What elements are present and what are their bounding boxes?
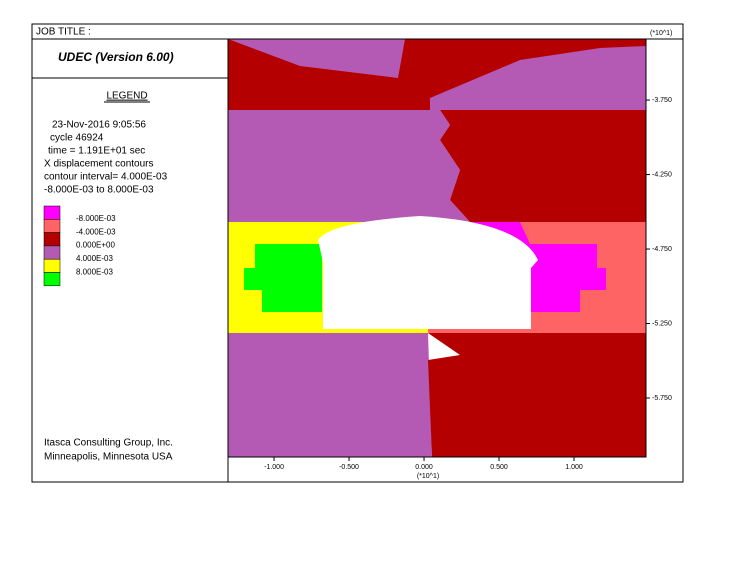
contour-region <box>228 110 470 222</box>
opening <box>318 216 538 329</box>
info: 23-Nov-2016 9:05:56 <box>52 120 146 131</box>
x-tick-label: 1.000 <box>565 464 583 471</box>
legend-label: -4.000E-03 <box>76 227 116 236</box>
info: time = 1.191E+01 sec <box>48 146 145 157</box>
x-tick-label: 0.500 <box>490 464 508 471</box>
info: contour interval= 4.000E-03 <box>44 172 168 183</box>
x-tick-label: -1.000 <box>264 464 284 471</box>
contour-region <box>228 333 432 457</box>
y-tick-label: -3.750 <box>652 97 672 104</box>
footer: Minneapolis, Minnesota USA <box>44 452 173 463</box>
contour-plot <box>228 39 646 457</box>
legend-swatch <box>43 245 61 260</box>
job-title: JOB TITLE : <box>36 27 91 38</box>
legend-swatch <box>43 205 61 220</box>
y-tick-label: -5.250 <box>652 320 672 327</box>
y-tick-label: -4.250 <box>652 171 672 178</box>
legend-label: 0.000E+00 <box>76 241 115 250</box>
legend-label: -8.000E-03 <box>76 214 116 223</box>
info: cycle 46924 <box>50 133 104 144</box>
x-multiplier: (*10^1) <box>417 473 439 480</box>
legend-label: 8.000E-03 <box>76 267 113 276</box>
contour-region <box>428 333 646 457</box>
plot-border <box>227 38 647 458</box>
footer: Itasca Consulting Group, Inc. <box>44 438 173 449</box>
y-tick-label: -5.750 <box>652 395 672 402</box>
legend-swatch <box>43 258 61 273</box>
legend-swatch <box>43 272 61 287</box>
contour-region <box>440 110 646 222</box>
program: UDEC (Version 6.00) <box>58 50 174 64</box>
info: -8.000E-03 to 8.000E-03 <box>44 185 154 196</box>
legend-swatch <box>43 219 61 233</box>
contour-region <box>228 39 405 78</box>
frame <box>31 23 684 483</box>
legend-label: 4.000E-03 <box>76 254 113 263</box>
x-tick-label: 0.000 <box>415 464 433 471</box>
legend-swatch <box>43 232 61 247</box>
x-tick-label: -0.500 <box>339 464 359 471</box>
contour-region <box>430 46 646 110</box>
info: X displacement contours <box>44 159 154 170</box>
legend-title: LEGEND <box>106 91 147 102</box>
contour-region <box>244 244 322 312</box>
y-multiplier: (*10^1) <box>650 30 672 37</box>
y-tick-label: -4.750 <box>652 246 672 253</box>
